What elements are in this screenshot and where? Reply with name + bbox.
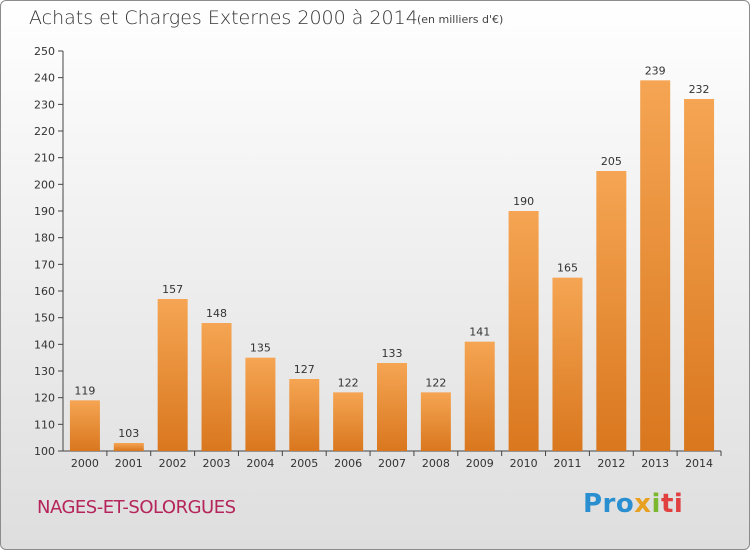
- bar-value-label: 122: [425, 376, 446, 389]
- y-tick-label: 210: [34, 152, 55, 165]
- logo-part: x: [634, 489, 652, 519]
- bar-value-label: 148: [206, 307, 227, 320]
- bar: [420, 392, 451, 451]
- bar: [333, 392, 364, 451]
- bar-value-label: 190: [513, 195, 534, 208]
- logo-part: ti: [660, 489, 684, 519]
- y-tick-label: 160: [34, 285, 55, 298]
- bar-value-label: 133: [382, 347, 403, 360]
- bar: [245, 357, 276, 451]
- x-tick-label: 2008: [422, 457, 450, 470]
- bar: [640, 80, 671, 451]
- x-tick-label: 2014: [685, 457, 713, 470]
- bar: [684, 99, 715, 451]
- bar: [464, 341, 495, 451]
- y-tick-label: 150: [34, 312, 55, 325]
- x-tick-label: 2000: [71, 457, 99, 470]
- bar-value-label: 239: [645, 64, 666, 77]
- chart-bars: [69, 80, 715, 451]
- bar-value-label: 122: [338, 376, 359, 389]
- bar-value-label: 141: [469, 326, 490, 339]
- bar: [596, 171, 627, 451]
- x-tick-label: 2007: [378, 457, 406, 470]
- bar: [69, 400, 100, 451]
- y-tick-label: 100: [34, 445, 55, 458]
- bar-value-label: 127: [294, 363, 315, 376]
- bar: [157, 299, 188, 451]
- y-tick-label: 190: [34, 205, 55, 218]
- x-tick-label: 2009: [466, 457, 494, 470]
- bar: [113, 443, 144, 451]
- chart-data-labels: 119 103 157 148 135 127 122 133 122 141 190 165 205 2…: [74, 64, 709, 440]
- y-tick-label: 140: [34, 338, 55, 351]
- bar-value-label: 103: [118, 427, 139, 440]
- bar-value-label: 135: [250, 342, 271, 355]
- bar-value-label: 165: [557, 262, 578, 275]
- y-tick-label: 120: [34, 392, 55, 405]
- y-tick-label: 180: [34, 232, 55, 245]
- proxiti-logo: Proxiti: [583, 489, 683, 519]
- bar: [552, 277, 583, 451]
- x-tick-label: 2004: [246, 457, 274, 470]
- x-tick-label: 2005: [290, 457, 318, 470]
- y-tick-label: 230: [34, 98, 55, 111]
- logo-part: i: [651, 489, 661, 519]
- chart-title: Achats et Charges Externes 2000 à 2014: [29, 7, 418, 29]
- bar: [377, 363, 407, 451]
- bar: [201, 323, 232, 451]
- x-tick-label: 2002: [159, 457, 187, 470]
- x-tick-label: 2011: [553, 457, 581, 470]
- x-tick-label: 2006: [334, 457, 362, 470]
- x-tick-label: 2010: [510, 457, 538, 470]
- y-tick-label: 240: [34, 72, 55, 85]
- x-tick-label: 2003: [203, 457, 231, 470]
- y-tick-label: 170: [34, 258, 55, 271]
- y-tick-label: 110: [34, 418, 55, 431]
- x-tick-label: 2001: [115, 457, 143, 470]
- x-tick-label: 2012: [597, 457, 625, 470]
- bar: [289, 379, 320, 451]
- bar-value-label: 157: [162, 283, 183, 296]
- bar-value-label: 119: [74, 384, 95, 397]
- commune-name: NAGES-ET-SOLORGUES: [37, 497, 236, 518]
- bar-value-label: 232: [689, 83, 710, 96]
- chart-unit-label: (en milliers d'€): [417, 13, 504, 26]
- y-tick-label: 250: [34, 45, 55, 58]
- bar: [508, 211, 539, 451]
- bar-value-label: 205: [601, 155, 622, 168]
- x-tick-label: 2013: [641, 457, 669, 470]
- y-tick-label: 130: [34, 365, 55, 378]
- y-tick-label: 220: [34, 125, 55, 138]
- y-tick-label: 200: [34, 178, 55, 191]
- logo-part: Pro: [583, 489, 635, 519]
